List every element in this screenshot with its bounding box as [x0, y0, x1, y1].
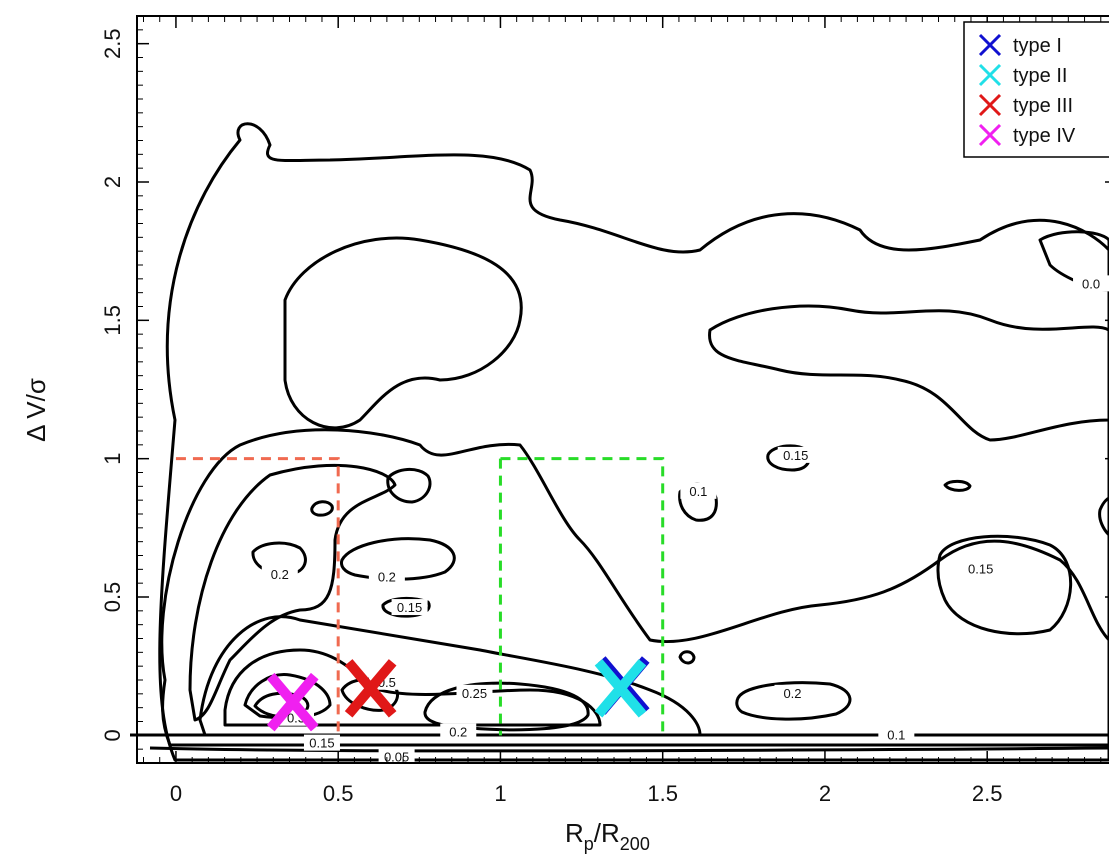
legend-label: type III: [1013, 95, 1073, 117]
contour-label-bg: [456, 684, 493, 701]
contour-label: 0.2: [449, 725, 467, 740]
legend-label: type I: [1013, 35, 1062, 57]
contour-label: 0.15: [968, 561, 993, 576]
contour-label: 0.2: [378, 570, 396, 585]
y-tick-label: 0: [100, 729, 125, 741]
x-tick-label: 1: [494, 781, 506, 806]
contour-label: 0.2: [783, 686, 801, 701]
contour-label: 0.2: [271, 567, 289, 582]
data-markers: [266, 656, 650, 732]
contour-label-bg: [777, 446, 814, 463]
y-axis: 0 0.5 1 1.5 2 2.5: [100, 28, 1109, 741]
x-axis-title-sub2: 200: [620, 834, 650, 854]
contour-island-dot: [678, 650, 696, 665]
y-axis-title: Δ V/σ: [21, 378, 51, 442]
contour-label-bg: [261, 565, 298, 582]
contour-island-top: [283, 236, 523, 430]
contour-label-bg: [680, 482, 717, 499]
x-tick-label: 2.5: [972, 781, 1003, 806]
contour-level-0.15: [188, 463, 397, 722]
minor-ticks: [137, 15, 1102, 764]
contour-level-0.05b: [149, 746, 1109, 753]
x-axis-title: Rp/R200: [565, 818, 650, 854]
contour-lines: [130, 122, 1109, 762]
contour-label-bg: [962, 560, 999, 577]
legend-label: type II: [1013, 65, 1067, 87]
contour-island-0.15b: [766, 444, 811, 472]
legend: type I type II type III type IV: [963, 21, 1109, 158]
contour-labels: 0.050.150.20.30.250.50.2 0.20.150.150.10.…: [261, 275, 1109, 765]
legend-label: type IV: [1013, 125, 1076, 147]
region-outline: [500, 457, 665, 736]
contour-island-edge: [1098, 496, 1109, 537]
contour-label-bg: [878, 726, 915, 743]
contour-label: 0.15: [397, 600, 422, 615]
x-tick-label: 1.5: [647, 781, 678, 806]
contour-level-0.05: [158, 122, 1109, 762]
contour-label: 0.25: [462, 686, 487, 701]
region-outline: [175, 457, 340, 736]
contour-island-corner: [1038, 230, 1109, 292]
y-tick-label: 2.5: [100, 28, 125, 59]
contour-island-tiny: [310, 500, 334, 517]
contour-island-0.2c: [735, 681, 852, 721]
y-tick-label: 2: [100, 176, 125, 188]
contour-level-0.3: [253, 691, 310, 719]
contour-label: 0.1: [887, 727, 905, 742]
legend-marker-b: [978, 63, 1002, 87]
contour-label: 0.15: [783, 448, 808, 463]
contour-label-bg: [391, 599, 428, 616]
contour-label: 0.15: [309, 736, 334, 751]
contour-label-bg: [774, 684, 811, 701]
highlight-regions: [175, 457, 665, 736]
contour-label-bg: [368, 568, 405, 585]
contour-label: 0.1: [689, 484, 707, 499]
contour-island-right: [708, 304, 1109, 442]
x-tick-label: 0.5: [323, 781, 354, 806]
x-axis-title-mid: /R: [594, 818, 620, 848]
x-tick-label: 2: [819, 781, 831, 806]
legend-marker-b: [978, 33, 1002, 57]
contour-label-bg: [440, 723, 477, 740]
y-tick-label: 1: [100, 453, 125, 465]
contour-label-bg: [378, 748, 415, 765]
contour-label-bg: [303, 734, 340, 751]
contour-level-0.1: [160, 428, 1109, 747]
x-axis-title-sub: p: [584, 834, 594, 854]
contour-island-0.15c: [936, 534, 1073, 636]
marker-stroke-b: [266, 672, 319, 732]
marker-stroke-b: [594, 659, 647, 718]
contour-island-0.2b: [340, 537, 456, 581]
marker-stroke-b: [344, 659, 397, 718]
x-axis: 0 0.5 1 1.5 2 2.5: [170, 16, 1003, 806]
contour-label-bg: [1073, 275, 1109, 292]
legend-marker-b: [978, 93, 1002, 117]
y-tick-label: 0.5: [100, 582, 125, 613]
legend-marker-b: [978, 123, 1002, 147]
contour-label: 0.0: [1082, 276, 1100, 291]
contour-island-smallb: [943, 479, 972, 492]
contour-island-small: [386, 468, 432, 504]
contour-level-0.15b: [198, 615, 702, 737]
y-tick-label: 1.5: [100, 305, 125, 336]
x-axis-title-main: R: [565, 818, 584, 848]
x-tick-label: 0: [170, 781, 182, 806]
